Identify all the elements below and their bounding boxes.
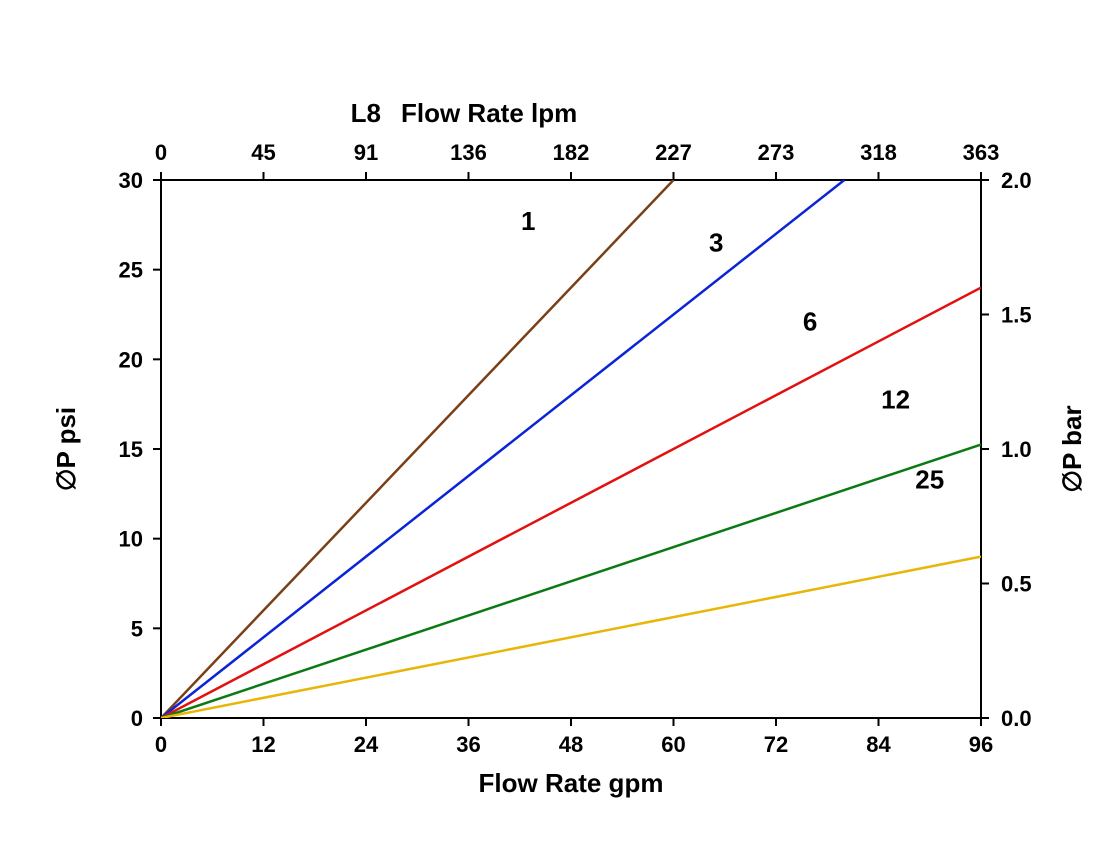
y-right-tick-label: 1.0 [1001, 437, 1032, 462]
y-left-tick-label: 20 [119, 347, 143, 372]
y-left-tick-label: 25 [119, 258, 143, 283]
series-label: 12 [881, 385, 910, 415]
series-line [161, 180, 844, 718]
x-top-tick-label: 91 [354, 140, 378, 165]
x-bottom-label: Flow Rate gpm [479, 768, 664, 798]
y-right-tick-label: 1.5 [1001, 303, 1032, 328]
x-bottom-tick-label: 60 [661, 732, 685, 757]
y-left-tick-label: 5 [131, 616, 143, 641]
x-bottom-tick-label: 96 [969, 732, 993, 757]
x-bottom-tick-label: 84 [866, 732, 891, 757]
y-left-tick-label: 30 [119, 168, 143, 193]
y-left-label: ∅P psi [51, 407, 81, 491]
y-right-tick-label: 0.5 [1001, 572, 1032, 597]
y-left-tick-label: 0 [131, 706, 143, 731]
x-top-tick-label: 273 [758, 140, 795, 165]
x-bottom-tick-label: 48 [559, 732, 583, 757]
series-label: 25 [915, 464, 944, 494]
x-bottom-tick-label: 36 [456, 732, 480, 757]
x-bottom-tick-label: 24 [354, 732, 379, 757]
chart-svg: 0122436486072849604591136182227273318363… [0, 0, 1118, 860]
x-top-tick-label: 363 [963, 140, 1000, 165]
y-left-tick-label: 15 [119, 437, 143, 462]
x-top-tick-label: 136 [450, 140, 487, 165]
y-right-tick-label: 2.0 [1001, 168, 1032, 193]
y-left-tick-label: 10 [119, 527, 143, 552]
title-left: L8 [351, 98, 381, 128]
series-line [161, 180, 674, 718]
series-line [161, 288, 981, 718]
series-label: 6 [803, 307, 817, 337]
series-label: 3 [709, 228, 723, 258]
x-bottom-tick-label: 0 [155, 732, 167, 757]
x-top-tick-label: 318 [860, 140, 897, 165]
x-bottom-tick-label: 72 [764, 732, 788, 757]
x-top-tick-label: 0 [155, 140, 167, 165]
y-right-tick-label: 0.0 [1001, 706, 1032, 731]
y-right-label: ∅P bar [1057, 405, 1087, 492]
x-top-tick-label: 227 [655, 140, 692, 165]
x-top-tick-label: 45 [251, 140, 275, 165]
x-bottom-tick-label: 12 [251, 732, 275, 757]
title-top: Flow Rate lpm [401, 98, 577, 128]
chart-container: 0122436486072849604591136182227273318363… [0, 0, 1118, 860]
x-top-tick-label: 182 [553, 140, 590, 165]
series-label: 1 [521, 206, 535, 236]
